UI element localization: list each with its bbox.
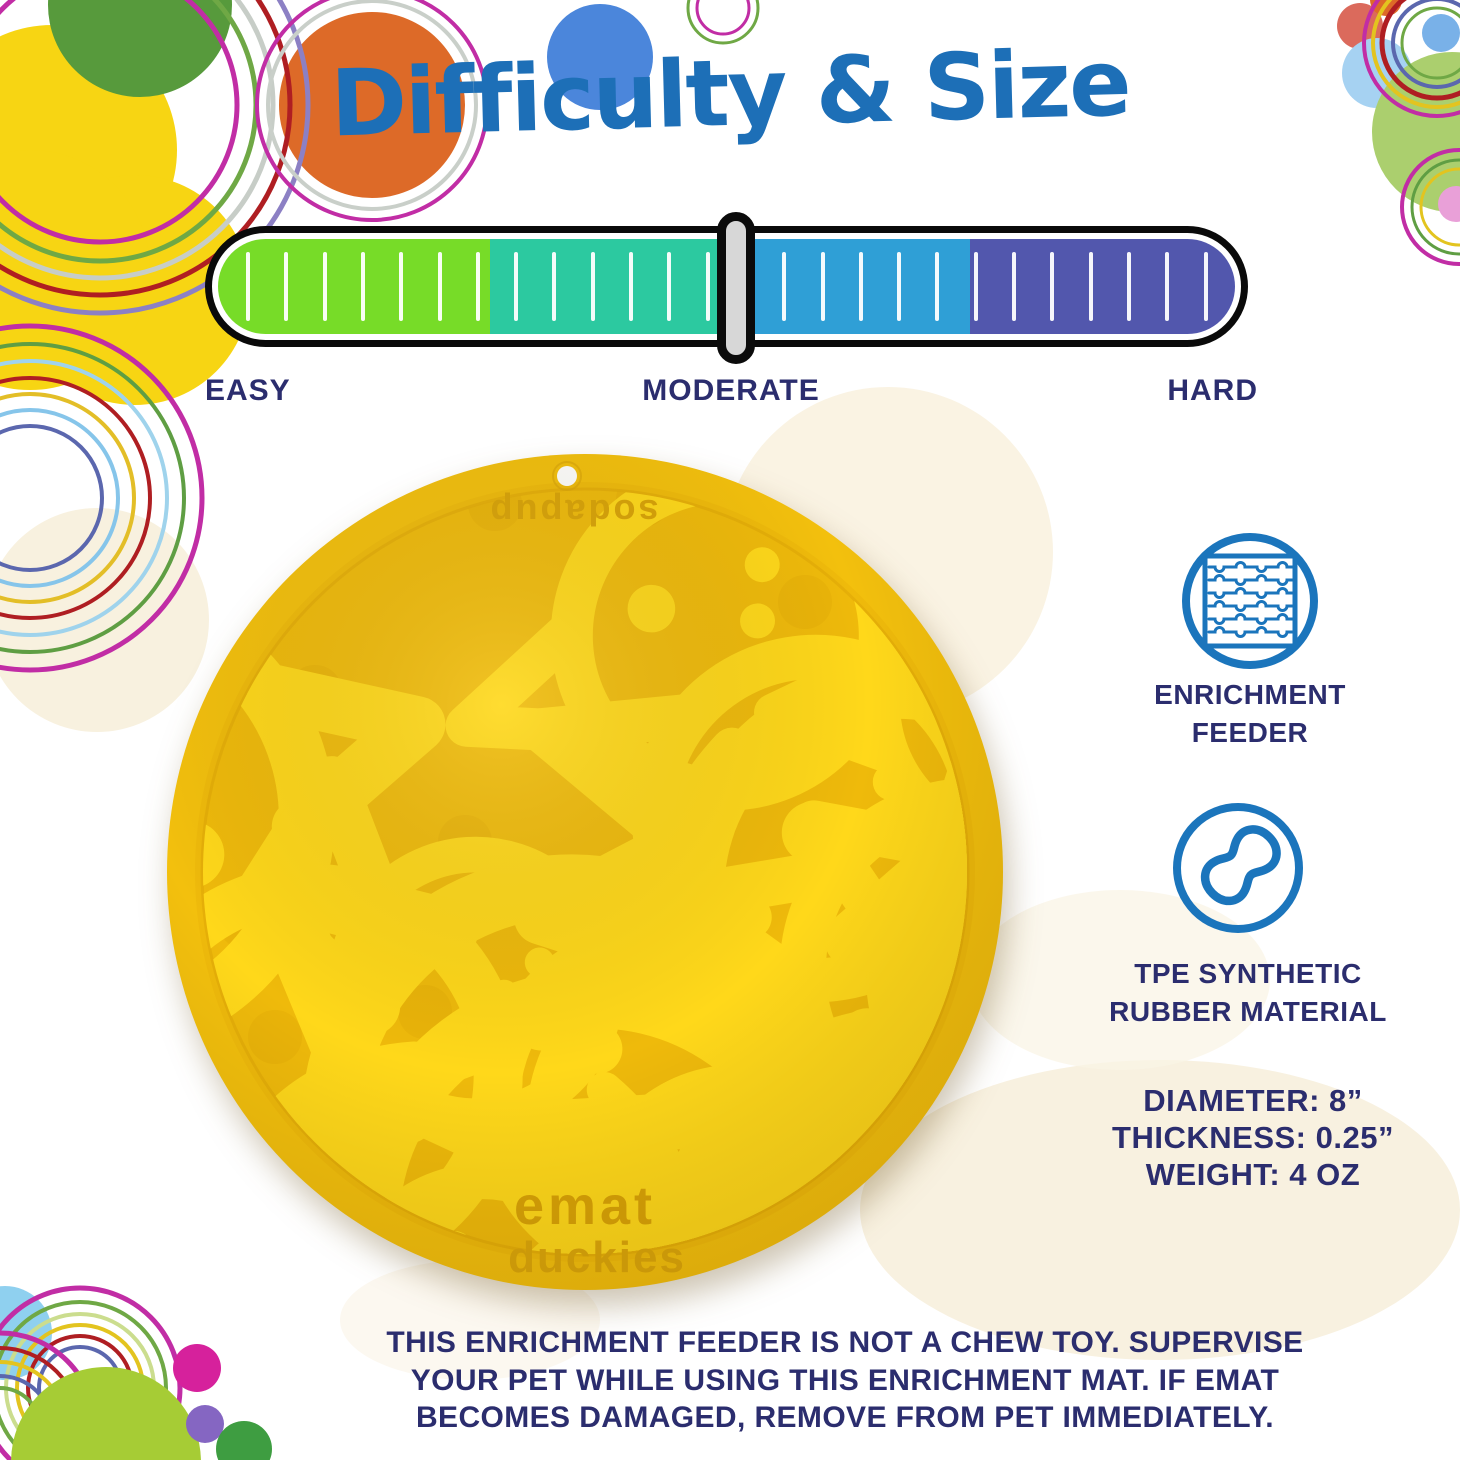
segment-easy <box>218 239 490 334</box>
spec-list: DIAMETER: 8” THICKNESS: 0.25” WEIGHT: 4 … <box>1070 1082 1436 1193</box>
spec-diameter: DIAMETER: 8” <box>1143 1083 1363 1118</box>
segment-easy-moderate <box>489 239 732 334</box>
difficulty-meter-track <box>218 239 1235 334</box>
feature-line: TPE SYNTHETIC <box>1134 958 1362 989</box>
segment-moderate-hard <box>731 239 970 334</box>
hang-hole <box>557 466 577 486</box>
puzzle-icon <box>1182 533 1318 669</box>
lick-mat-photo: sodapup emat duckies <box>167 454 1003 1290</box>
peanut-icon <box>1173 803 1303 933</box>
segment-hard <box>969 239 1235 334</box>
feature-label-enrichment: ENRICHMENT FEEDER <box>1090 676 1410 752</box>
spec-weight: WEIGHT: 4 OZ <box>1145 1157 1361 1192</box>
page-title: Difficulty & Size <box>329 29 1131 158</box>
spec-thickness: THICKNESS: 0.25” <box>1112 1120 1394 1155</box>
feature-line: ENRICHMENT <box>1154 679 1346 710</box>
feature-label-material: TPE SYNTHETIC RUBBER MATERIAL <box>1070 955 1426 1031</box>
mat-product-embossed: emat <box>514 1176 656 1236</box>
feature-line: RUBBER MATERIAL <box>1109 996 1387 1027</box>
difficulty-label-moderate: MODERATE <box>642 374 820 407</box>
difficulty-label-easy: EASY <box>205 374 291 407</box>
feature-line: FEEDER <box>1191 717 1309 748</box>
difficulty-handle <box>717 212 755 364</box>
warning-text: THIS ENRICHMENT FEEDER IS NOT A CHEW TOY… <box>386 1326 1304 1434</box>
mat-design-embossed: duckies <box>508 1233 686 1282</box>
mat-brand-embossed: sodapup <box>488 492 659 533</box>
difficulty-meter <box>205 212 1248 364</box>
difficulty-label-hard: HARD <box>1167 374 1258 407</box>
